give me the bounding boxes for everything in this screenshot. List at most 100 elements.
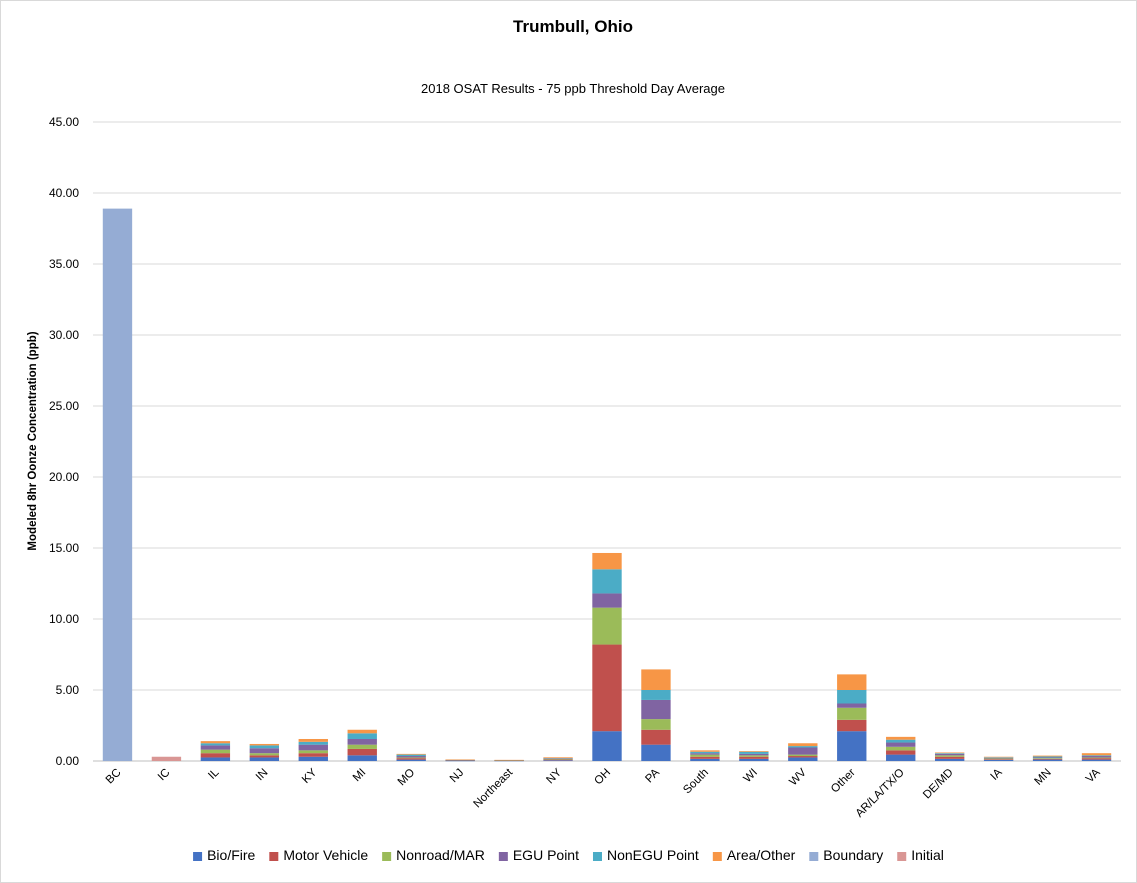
bar-segment [690, 758, 720, 761]
x-tick-label: NY [544, 766, 564, 786]
bar-segment [445, 759, 475, 760]
bar-segment [934, 756, 965, 759]
bar-segment [1081, 755, 1112, 757]
bar-segment [200, 753, 231, 758]
legend-item: Bio/Fire [193, 847, 256, 863]
bar-segment [1032, 758, 1063, 760]
bars [102, 208, 1112, 762]
bar-segment [543, 760, 573, 761]
y-tick-label: 40.00 [49, 186, 79, 200]
bar-segment [298, 753, 328, 757]
bar-segment [200, 757, 231, 761]
bar-segment [543, 759, 573, 761]
legend-item: Nonroad/MAR [382, 847, 485, 863]
bar-segment [788, 746, 818, 748]
bar-segment [886, 746, 916, 751]
bar-segment [886, 754, 916, 761]
legend-item: Motor Vehicle [269, 847, 368, 863]
bar-segment [347, 733, 377, 739]
x-tick-label: WV [787, 766, 809, 788]
bar-segment [983, 756, 1014, 758]
legend-label: NonEGU Point [607, 847, 699, 863]
bar-segment [641, 744, 671, 761]
bar-segment [886, 739, 916, 743]
bar-segment [347, 748, 377, 756]
bar-segment [249, 753, 280, 756]
bar-segment [249, 757, 280, 761]
bar-segment [837, 690, 867, 704]
bar-segment [788, 756, 818, 758]
bar-segment [739, 755, 769, 757]
x-tick-label: Northeast [471, 766, 515, 810]
bar-segment [445, 760, 475, 761]
y-tick-label: 30.00 [49, 328, 79, 342]
bar-segment [690, 750, 720, 752]
bar-segment [347, 729, 377, 734]
bar-segment [1032, 759, 1063, 761]
legend-label: Area/Other [727, 847, 796, 863]
x-tick-label: KY [300, 766, 320, 786]
legend-swatch [498, 852, 508, 861]
bar-segment [983, 757, 1014, 759]
bar-segment [396, 754, 426, 757]
bar-segment [934, 758, 965, 761]
bar-segment [249, 743, 280, 746]
y-tick-label: 25.00 [49, 399, 79, 413]
bar-segment [690, 754, 720, 757]
legend-swatch [382, 852, 392, 861]
x-tick-label: IL [206, 766, 222, 782]
legend-label: Boundary [823, 847, 883, 863]
bar-segment [837, 731, 867, 761]
bar-segment [739, 758, 769, 761]
legend-swatch [592, 852, 602, 861]
bar-segment [298, 738, 328, 742]
bar-segment [494, 760, 524, 762]
bar-segment [592, 552, 622, 570]
legend-swatch [269, 852, 279, 861]
legend-item: NonEGU Point [592, 847, 699, 863]
bar-segment [347, 738, 377, 745]
bar-segment [788, 754, 818, 757]
bar-segment [1081, 758, 1112, 760]
x-tick-label: WI [742, 767, 760, 785]
bar-segment [592, 593, 622, 608]
bar-segment [837, 703, 867, 708]
bar-segment [445, 760, 475, 761]
bar-segment [641, 669, 671, 690]
x-tick-label: MO [396, 767, 418, 789]
x-tick-label: DE/MD [921, 767, 956, 802]
y-tick-label: 20.00 [49, 470, 79, 484]
legend-label: Initial [911, 847, 944, 863]
bar-segment [1081, 753, 1112, 756]
bar-segment [543, 758, 573, 760]
y-axis-ticks: 0.00 5.00 10.00 15.00 20.00 25.00 30.00 35.00 40… [49, 115, 79, 768]
bar-segment [592, 607, 622, 645]
chart-subtitle: 2018 OSAT Results - 75 ppb Threshold Day… [421, 81, 725, 96]
y-tick-label: 0.00 [56, 754, 80, 768]
x-tick-label: PA [643, 766, 662, 785]
bar-segment [396, 753, 426, 755]
bar-segment [1032, 756, 1063, 758]
bar-segment [934, 753, 965, 756]
bar-segment [739, 751, 769, 754]
chart-title: Trumbull, Ohio [513, 17, 633, 36]
x-tick-label: MI [351, 767, 369, 785]
x-tick-label: NJ [448, 767, 466, 785]
bar-segment [983, 758, 1014, 760]
bar-segment [249, 748, 280, 754]
bar-segment [592, 569, 622, 594]
bar-segment [1032, 757, 1063, 759]
bar-segment [396, 759, 426, 761]
bar-segment [739, 753, 769, 756]
bar-segment [298, 756, 328, 761]
bar-segment [543, 758, 573, 759]
bar-segment [1081, 759, 1112, 761]
bar-segment [200, 749, 231, 754]
legend-item: Boundary [809, 847, 883, 863]
bar-segment [298, 741, 328, 745]
bar-segment [983, 759, 1014, 760]
bar-segment [1081, 757, 1112, 759]
bar-segment [788, 743, 818, 747]
bar-segment [886, 742, 916, 747]
